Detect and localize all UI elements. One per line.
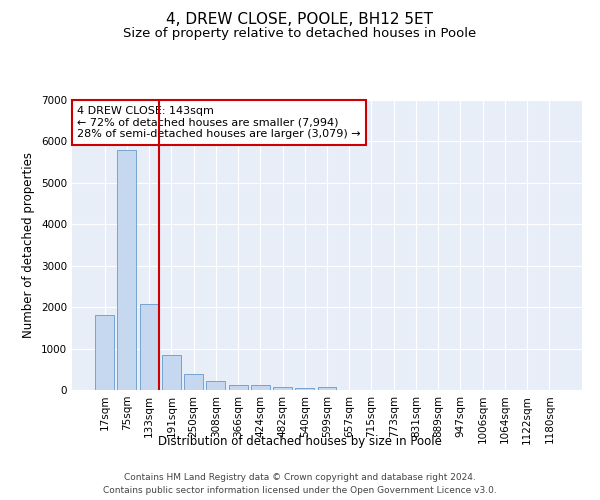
Bar xyxy=(251,386,270,390)
Bar xyxy=(162,355,181,390)
Text: Contains public sector information licensed under the Open Government Licence v3: Contains public sector information licen… xyxy=(103,486,497,495)
Bar xyxy=(317,387,337,390)
Bar xyxy=(140,304,158,390)
Text: Size of property relative to detached houses in Poole: Size of property relative to detached ho… xyxy=(124,28,476,40)
Bar xyxy=(295,388,314,390)
Bar xyxy=(184,374,203,390)
Text: 4 DREW CLOSE: 143sqm
← 72% of detached houses are smaller (7,994)
28% of semi-de: 4 DREW CLOSE: 143sqm ← 72% of detached h… xyxy=(77,106,361,139)
Bar xyxy=(273,387,292,390)
Text: Contains HM Land Registry data © Crown copyright and database right 2024.: Contains HM Land Registry data © Crown c… xyxy=(124,472,476,482)
Text: 4, DREW CLOSE, POOLE, BH12 5ET: 4, DREW CLOSE, POOLE, BH12 5ET xyxy=(167,12,433,28)
Bar xyxy=(95,316,114,390)
Y-axis label: Number of detached properties: Number of detached properties xyxy=(22,152,35,338)
Bar xyxy=(206,381,225,390)
Bar xyxy=(118,150,136,390)
Bar xyxy=(229,386,248,390)
Text: Distribution of detached houses by size in Poole: Distribution of detached houses by size … xyxy=(158,435,442,448)
